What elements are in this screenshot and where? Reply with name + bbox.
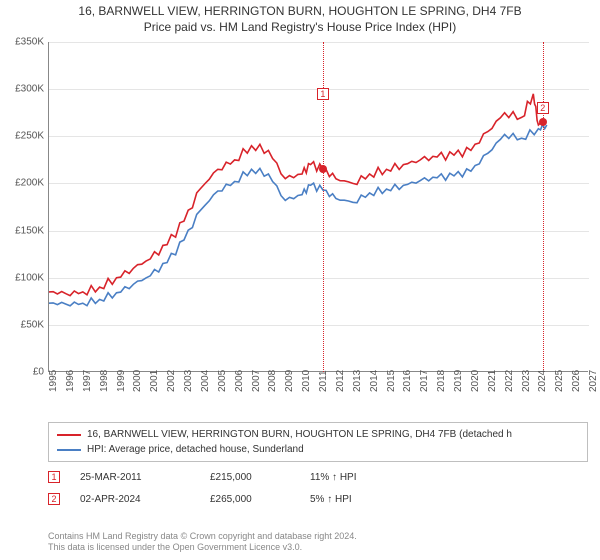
x-tick-label: 2003	[183, 370, 194, 392]
hpi-line	[49, 124, 547, 305]
sales-table: 1 25-MAR-2011 £215,000 11% ↑ HPI 2 02-APR-202…	[48, 466, 588, 510]
sale-row-date: 25-MAR-2011	[80, 472, 190, 483]
x-tick-label: 2022	[504, 370, 515, 392]
legend-row: HPI: Average price, detached house, Sund…	[57, 442, 579, 457]
x-tick-label: 2026	[571, 370, 582, 392]
x-tick-label: 2012	[335, 370, 346, 392]
sale-row-hpi: 5% ↑ HPI	[310, 494, 390, 505]
x-tick-label: 2024	[537, 370, 548, 392]
legend-text: HPI: Average price, detached house, Sund…	[87, 442, 304, 457]
x-tick-label: 2001	[149, 370, 160, 392]
x-tick-label: 2017	[419, 370, 430, 392]
x-tick-label: 2000	[132, 370, 143, 392]
x-tick-label: 2013	[352, 370, 363, 392]
x-tick-label: 2016	[402, 370, 413, 392]
x-tick-label: 1996	[65, 370, 76, 392]
y-tick-label: £0	[0, 367, 44, 378]
x-tick-label: 2002	[166, 370, 177, 392]
y-tick-label: £100K	[0, 272, 44, 283]
footer-line1: Contains HM Land Registry data © Crown c…	[48, 531, 588, 543]
chart-title-line2: Price paid vs. HM Land Registry's House …	[0, 20, 600, 36]
legend-swatch	[57, 449, 81, 451]
sale-marker-vline	[543, 42, 544, 372]
x-tick-label: 2025	[554, 370, 565, 392]
y-tick-label: £50K	[0, 319, 44, 330]
x-tick-label: 2007	[251, 370, 262, 392]
legend-swatch	[57, 434, 81, 436]
sale-row-marker: 2	[48, 493, 60, 505]
x-tick-label: 1997	[82, 370, 93, 392]
chart-title-line1: 16, BARNWELL VIEW, HERRINGTON BURN, HOUG…	[0, 0, 600, 20]
x-tick-label: 2006	[234, 370, 245, 392]
x-tick-label: 2027	[588, 370, 599, 392]
sale-row: 1 25-MAR-2011 £215,000 11% ↑ HPI	[48, 466, 588, 488]
legend-box: 16, BARNWELL VIEW, HERRINGTON BURN, HOUG…	[48, 422, 588, 462]
sale-row-price: £265,000	[210, 494, 290, 505]
x-tick-label: 2018	[436, 370, 447, 392]
sale-marker-label: 1	[317, 88, 329, 100]
x-tick-label: 2005	[217, 370, 228, 392]
sale-row-hpi: 11% ↑ HPI	[310, 472, 390, 483]
legend-row: 16, BARNWELL VIEW, HERRINGTON BURN, HOUG…	[57, 427, 579, 442]
footer-attribution: Contains HM Land Registry data © Crown c…	[48, 531, 588, 554]
y-tick-label: £350K	[0, 37, 44, 48]
x-tick-label: 2008	[267, 370, 278, 392]
x-tick-label: 2011	[318, 370, 329, 392]
sale-row: 2 02-APR-2024 £265,000 5% ↑ HPI	[48, 488, 588, 510]
x-tick-label: 1999	[116, 370, 127, 392]
x-tick-label: 2004	[200, 370, 211, 392]
sale-row-date: 02-APR-2024	[80, 494, 190, 505]
x-tick-label: 2015	[386, 370, 397, 392]
x-tick-label: 2021	[487, 370, 498, 392]
sale-row-price: £215,000	[210, 472, 290, 483]
x-tick-label: 1995	[48, 370, 59, 392]
y-tick-label: £300K	[0, 84, 44, 95]
chart-area: 12 1995199619971998199920002001200220032…	[48, 42, 588, 402]
x-tick-label: 2023	[521, 370, 532, 392]
y-tick-label: £200K	[0, 178, 44, 189]
plot-region: 12	[48, 42, 588, 372]
x-tick-label: 2020	[470, 370, 481, 392]
x-tick-label: 2009	[284, 370, 295, 392]
sale-marker-dot	[539, 118, 547, 126]
x-tick-label: 1998	[99, 370, 110, 392]
x-tick-label: 2019	[453, 370, 464, 392]
footer-line2: This data is licensed under the Open Gov…	[48, 542, 588, 554]
property-line	[49, 94, 543, 296]
sale-marker-dot	[319, 165, 327, 173]
y-tick-label: £150K	[0, 225, 44, 236]
x-tick-label: 2010	[301, 370, 312, 392]
sale-row-marker: 1	[48, 471, 60, 483]
legend-text: 16, BARNWELL VIEW, HERRINGTON BURN, HOUG…	[87, 427, 512, 442]
y-tick-label: £250K	[0, 131, 44, 142]
sale-marker-label: 2	[537, 102, 549, 114]
x-tick-label: 2014	[369, 370, 380, 392]
